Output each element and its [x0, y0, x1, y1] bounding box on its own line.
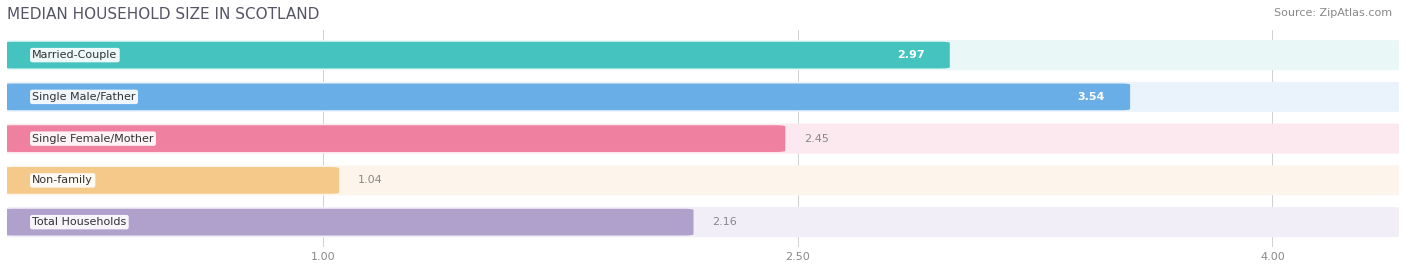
Text: 2.97: 2.97 [897, 50, 925, 60]
FancyBboxPatch shape [4, 207, 1402, 237]
Text: MEDIAN HOUSEHOLD SIZE IN SCOTLAND: MEDIAN HOUSEHOLD SIZE IN SCOTLAND [7, 7, 319, 22]
FancyBboxPatch shape [4, 209, 693, 235]
FancyBboxPatch shape [4, 83, 1130, 110]
Text: Single Male/Father: Single Male/Father [32, 92, 136, 102]
FancyBboxPatch shape [4, 42, 950, 69]
FancyBboxPatch shape [4, 167, 339, 194]
FancyBboxPatch shape [4, 82, 1402, 112]
Text: Source: ZipAtlas.com: Source: ZipAtlas.com [1274, 8, 1392, 18]
Text: Non-family: Non-family [32, 175, 93, 185]
Text: 1.04: 1.04 [359, 175, 382, 185]
Text: 2.45: 2.45 [804, 134, 830, 144]
Text: 3.54: 3.54 [1077, 92, 1105, 102]
Text: Total Households: Total Households [32, 217, 127, 227]
Text: 2.16: 2.16 [713, 217, 737, 227]
Text: Married-Couple: Married-Couple [32, 50, 118, 60]
FancyBboxPatch shape [4, 125, 786, 152]
Text: Single Female/Mother: Single Female/Mother [32, 134, 153, 144]
FancyBboxPatch shape [4, 165, 1402, 195]
FancyBboxPatch shape [4, 123, 1402, 154]
FancyBboxPatch shape [4, 40, 1402, 70]
